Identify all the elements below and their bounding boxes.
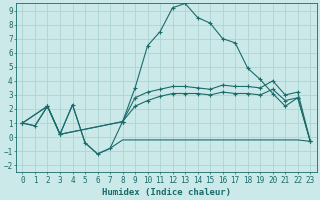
X-axis label: Humidex (Indice chaleur): Humidex (Indice chaleur): [102, 188, 231, 197]
